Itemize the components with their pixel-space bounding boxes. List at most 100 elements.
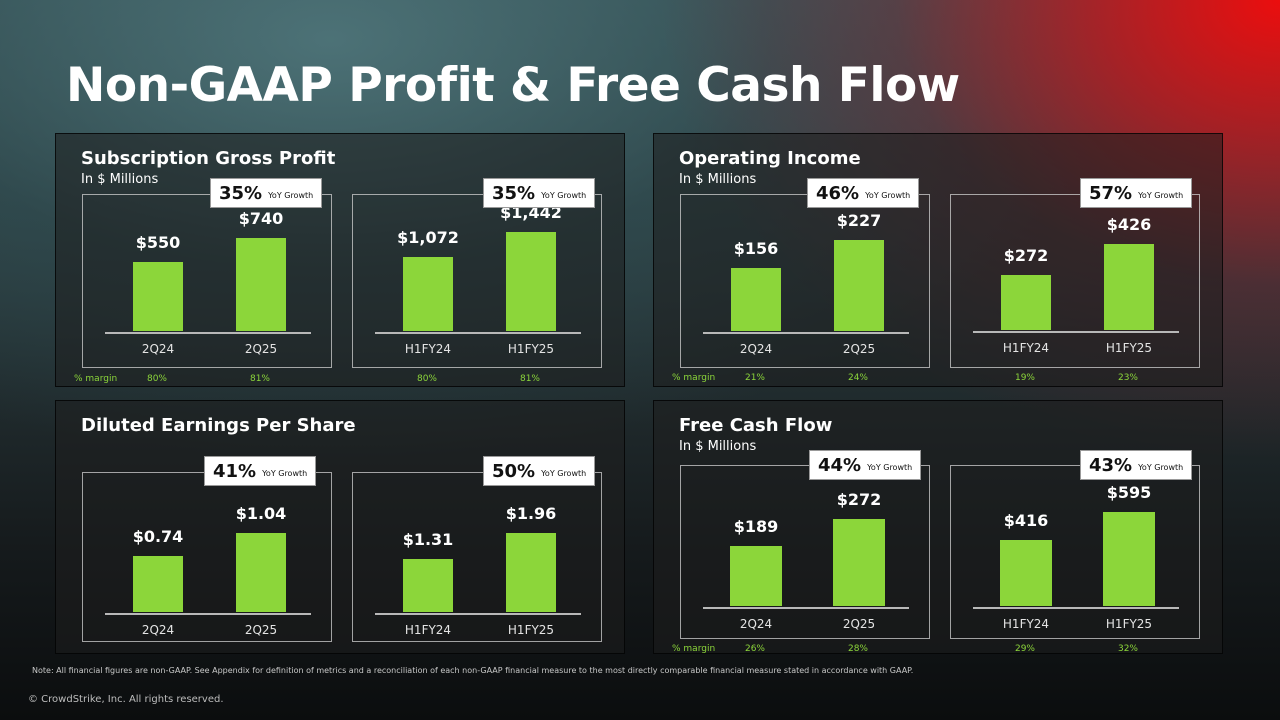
- page-title: Non-GAAP Profit & Free Cash Flow: [66, 58, 960, 113]
- data-label: $1.04: [235, 504, 287, 523]
- bar: [133, 262, 183, 331]
- x-axis-line: [973, 607, 1179, 609]
- copyright: © CrowdStrike, Inc. All rights reserved.: [28, 694, 224, 705]
- yoy-growth-value: 44%: [818, 454, 862, 476]
- bar: [403, 257, 453, 331]
- data-label: $189: [733, 517, 779, 536]
- chart-panel: $272 H1FY24 $426 H1FY25: [950, 194, 1200, 368]
- yoy-growth-badge: 50% YoY Growth: [483, 456, 596, 486]
- bar: [731, 268, 781, 331]
- yoy-growth-badge: 43% YoY Growth: [1080, 450, 1193, 480]
- data-label: $1.31: [402, 530, 454, 549]
- x-axis-line: [703, 332, 909, 334]
- yoy-growth-caption: YoY Growth: [1138, 462, 1184, 472]
- data-label: $1.96: [505, 504, 557, 523]
- tick-label: H1FY24: [404, 342, 452, 356]
- tick-label: 2Q25: [842, 342, 876, 356]
- tick-label: H1FY25: [507, 623, 555, 637]
- bar: [833, 519, 885, 606]
- tick-label: H1FY25: [507, 342, 555, 356]
- bar: [730, 546, 782, 606]
- data-label: $740: [238, 209, 284, 228]
- data-label: $416: [1003, 511, 1049, 530]
- yoy-growth-badge: 46% YoY Growth: [807, 178, 920, 208]
- tick-label: 2Q24: [739, 342, 773, 356]
- data-label: $272: [1003, 246, 1049, 265]
- data-label: $0.74: [132, 527, 184, 546]
- margin-value: 80%: [146, 374, 167, 384]
- yoy-growth-badge: 57% YoY Growth: [1080, 178, 1193, 208]
- yoy-growth-caption: YoY Growth: [268, 190, 314, 200]
- data-label: $426: [1106, 215, 1152, 234]
- x-axis-line: [703, 607, 909, 609]
- margin-value: 28%: [847, 644, 868, 654]
- chart-title: Operating Income: [679, 148, 861, 169]
- chart-subtitle: In $ Millions: [679, 439, 757, 454]
- chart-title: Diluted Earnings Per Share: [81, 415, 356, 436]
- tick-label: 2Q24: [141, 623, 175, 637]
- chart-title: Free Cash Flow: [679, 415, 833, 436]
- data-label: $1,072: [397, 228, 459, 247]
- yoy-growth-caption: YoY Growth: [865, 190, 911, 200]
- bar: [236, 533, 286, 612]
- margin-label: % margin: [672, 644, 716, 654]
- yoy-growth-caption: YoY Growth: [262, 468, 308, 478]
- margin-value: 29%: [1014, 644, 1035, 654]
- tick-label: H1FY24: [404, 623, 452, 637]
- tick-label: H1FY25: [1105, 617, 1153, 631]
- chart-title: Subscription Gross Profit: [81, 148, 336, 169]
- yoy-growth-value: 35%: [492, 182, 536, 204]
- data-label: $227: [836, 211, 882, 230]
- bar: [506, 232, 556, 331]
- yoy-growth-caption: YoY Growth: [541, 190, 587, 200]
- x-axis-line: [105, 332, 311, 334]
- yoy-growth-caption: YoY Growth: [1138, 190, 1184, 200]
- margin-value: 32%: [1117, 644, 1138, 654]
- x-axis-line: [105, 613, 311, 615]
- tick-label: 2Q25: [244, 623, 278, 637]
- tick-label: 2Q25: [244, 342, 278, 356]
- chart-subtitle: In $ Millions: [679, 172, 757, 187]
- margin-label: % margin: [74, 374, 118, 384]
- bar: [1000, 540, 1052, 606]
- data-label: $156: [733, 239, 779, 258]
- data-label: $272: [836, 490, 882, 509]
- yoy-growth-value: 35%: [219, 182, 263, 204]
- tick-label: H1FY24: [1002, 341, 1050, 355]
- x-axis-line: [973, 331, 1179, 333]
- bar: [403, 559, 453, 612]
- yoy-growth-caption: YoY Growth: [541, 468, 587, 478]
- chart-panel: $1,072 H1FY24 $1,442 H1FY25: [352, 194, 602, 368]
- tick-label: H1FY24: [1002, 617, 1050, 631]
- footnote: Note: All financial figures are non-GAAP…: [32, 666, 914, 675]
- chart-panel: $0.74 2Q24 $1.04 2Q25: [82, 472, 332, 642]
- chart-panel: $1.31 H1FY24 $1.96 H1FY25: [352, 472, 602, 642]
- bar: [834, 240, 884, 331]
- tick-label: H1FY25: [1105, 341, 1153, 355]
- tick-label: 2Q24: [141, 342, 175, 356]
- tick-label: 2Q24: [739, 617, 773, 631]
- yoy-growth-badge: 35% YoY Growth: [210, 178, 323, 208]
- margin-value: 21%: [744, 373, 765, 383]
- chart-card: Subscription Gross Profit In $ Millions $5…: [55, 133, 625, 387]
- margin-value: 81%: [249, 374, 270, 384]
- bar: [1001, 275, 1051, 330]
- data-label: $550: [135, 233, 181, 252]
- margin-value: 23%: [1117, 373, 1138, 383]
- chart-panel: $550 2Q24 $740 2Q25: [82, 194, 332, 368]
- yoy-growth-caption: YoY Growth: [867, 462, 913, 472]
- margin-value: 80%: [416, 374, 437, 384]
- yoy-growth-value: 57%: [1089, 182, 1133, 204]
- chart-card: Operating Income In $ Millions $156 2Q24 $22…: [653, 133, 1223, 387]
- bar: [133, 556, 183, 612]
- x-axis-line: [375, 613, 581, 615]
- yoy-growth-badge: 44% YoY Growth: [809, 450, 922, 480]
- margin-label: % margin: [672, 373, 716, 383]
- chart-card: Diluted Earnings Per Share $0.74 2Q24 $1.04…: [55, 400, 625, 654]
- chart-panel: $156 2Q24 $227 2Q25: [680, 194, 930, 368]
- yoy-growth-value: 50%: [492, 460, 536, 482]
- tick-label: 2Q25: [842, 617, 876, 631]
- bar: [1104, 244, 1154, 330]
- chart-subtitle: In $ Millions: [81, 172, 159, 187]
- margin-value: 81%: [519, 374, 540, 384]
